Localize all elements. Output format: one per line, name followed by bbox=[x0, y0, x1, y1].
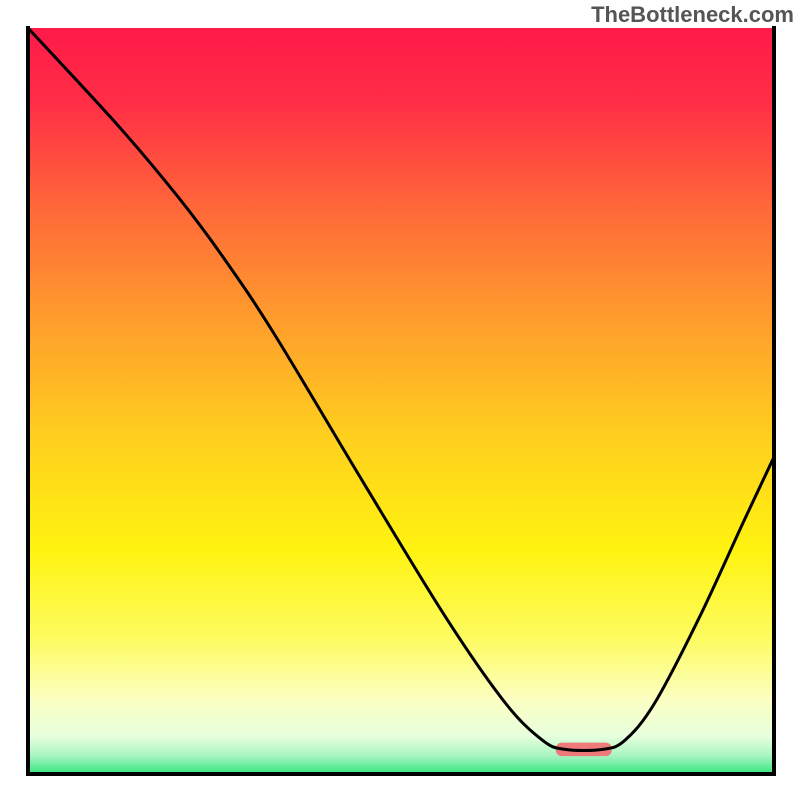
bottleneck-chart bbox=[0, 0, 800, 800]
watermark-text: TheBottleneck.com bbox=[591, 2, 794, 28]
gradient-background bbox=[28, 28, 774, 774]
